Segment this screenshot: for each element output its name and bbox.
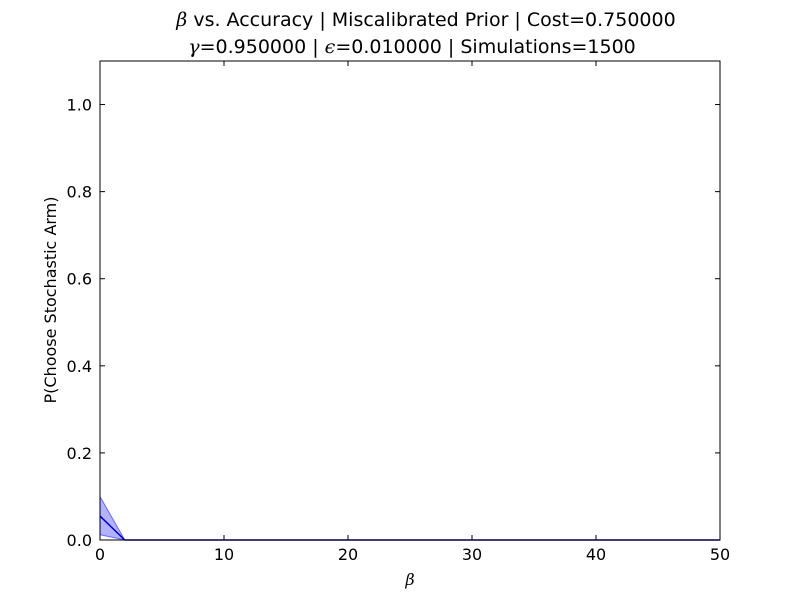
y-tick-label: 0.2: [67, 444, 92, 463]
y-tick-label: 1.0: [67, 96, 92, 115]
title-line-1-text: vs. Accuracy | Miscalibrated Prior | Cos…: [187, 9, 675, 31]
x-axis-label: β: [404, 570, 414, 589]
x-tick-label: 30: [462, 545, 482, 564]
x-tick-label: 20: [338, 545, 358, 564]
y-tick-label: 0.4: [67, 357, 92, 376]
chart-title-line-2: γ=0.950000 | ϵ=0.010000 | Simulations=15…: [188, 36, 636, 58]
chart-title-line-1: β vs. Accuracy | Miscalibrated Prior | C…: [175, 9, 675, 31]
y-tick-label: 0.0: [67, 531, 92, 550]
x-tick-label: 40: [586, 545, 606, 564]
y-tick-label: 0.8: [67, 183, 92, 202]
gamma-text: =0.950000 |: [200, 36, 325, 58]
x-tick-label: 10: [214, 545, 234, 564]
y-tick-label: 0.6: [67, 270, 92, 289]
y-axis-label: P(Choose Stochastic Arm): [41, 196, 60, 403]
plot-frame: [99, 60, 721, 541]
epsilon-symbol: ϵ: [325, 36, 336, 58]
beta-symbol: β: [175, 9, 187, 31]
gamma-symbol: γ: [188, 36, 200, 58]
epsilon-text: =0.010000 | Simulations=1500: [335, 36, 635, 58]
x-tick-label: 50: [710, 545, 730, 564]
x-tick-label: 0: [95, 545, 105, 564]
